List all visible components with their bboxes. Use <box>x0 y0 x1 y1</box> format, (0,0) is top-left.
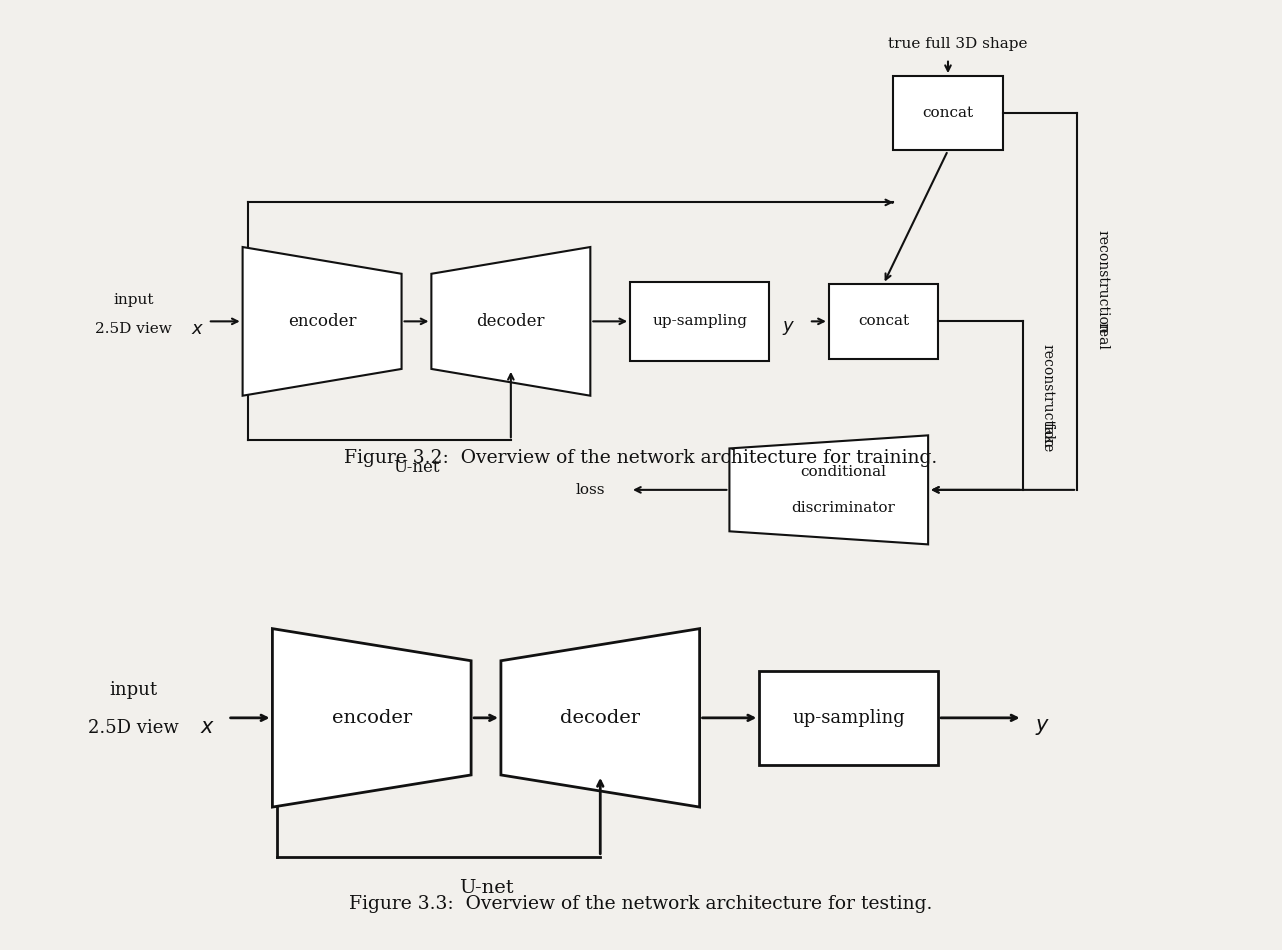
Bar <box>828 284 938 358</box>
Bar <box>759 671 938 765</box>
Polygon shape <box>501 629 700 807</box>
Text: 2.5D view: 2.5D view <box>88 719 178 737</box>
Text: 2.5D view: 2.5D view <box>95 322 172 336</box>
Text: up-sampling: up-sampling <box>792 709 905 727</box>
Text: $x$: $x$ <box>191 320 205 338</box>
Text: true full 3D shape: true full 3D shape <box>888 37 1028 50</box>
Text: $y$: $y$ <box>1035 716 1050 737</box>
Text: $x$: $x$ <box>200 718 215 737</box>
Text: Figure 3.3:  Overview of the network architecture for testing.: Figure 3.3: Overview of the network arch… <box>349 895 933 913</box>
Text: decoder: decoder <box>560 709 640 727</box>
Text: input: input <box>113 293 154 307</box>
Bar <box>629 282 769 361</box>
Polygon shape <box>242 247 401 396</box>
Text: decoder: decoder <box>477 313 545 330</box>
Text: U-net: U-net <box>394 459 440 476</box>
Text: reconstruction: reconstruction <box>1095 230 1109 333</box>
Text: input: input <box>109 681 158 699</box>
Text: U-net: U-net <box>459 880 513 898</box>
Text: Figure 3.2:  Overview of the network architecture for training.: Figure 3.2: Overview of the network arch… <box>345 449 937 467</box>
Text: conditional: conditional <box>801 466 887 479</box>
Polygon shape <box>729 435 928 544</box>
Polygon shape <box>272 629 470 807</box>
Text: encoder: encoder <box>332 709 412 727</box>
Text: up-sampling: up-sampling <box>653 314 747 329</box>
Text: loss: loss <box>576 483 605 497</box>
Text: concat: concat <box>923 106 973 121</box>
Text: $y$: $y$ <box>782 319 796 337</box>
Text: concat: concat <box>858 314 909 329</box>
Polygon shape <box>431 247 590 396</box>
Text: reconstruction: reconstruction <box>1040 344 1054 447</box>
Text: encoder: encoder <box>288 313 356 330</box>
Text: fake: fake <box>1040 422 1054 452</box>
Text: discriminator: discriminator <box>792 501 896 515</box>
Bar <box>894 76 1003 150</box>
Text: real: real <box>1095 322 1109 351</box>
